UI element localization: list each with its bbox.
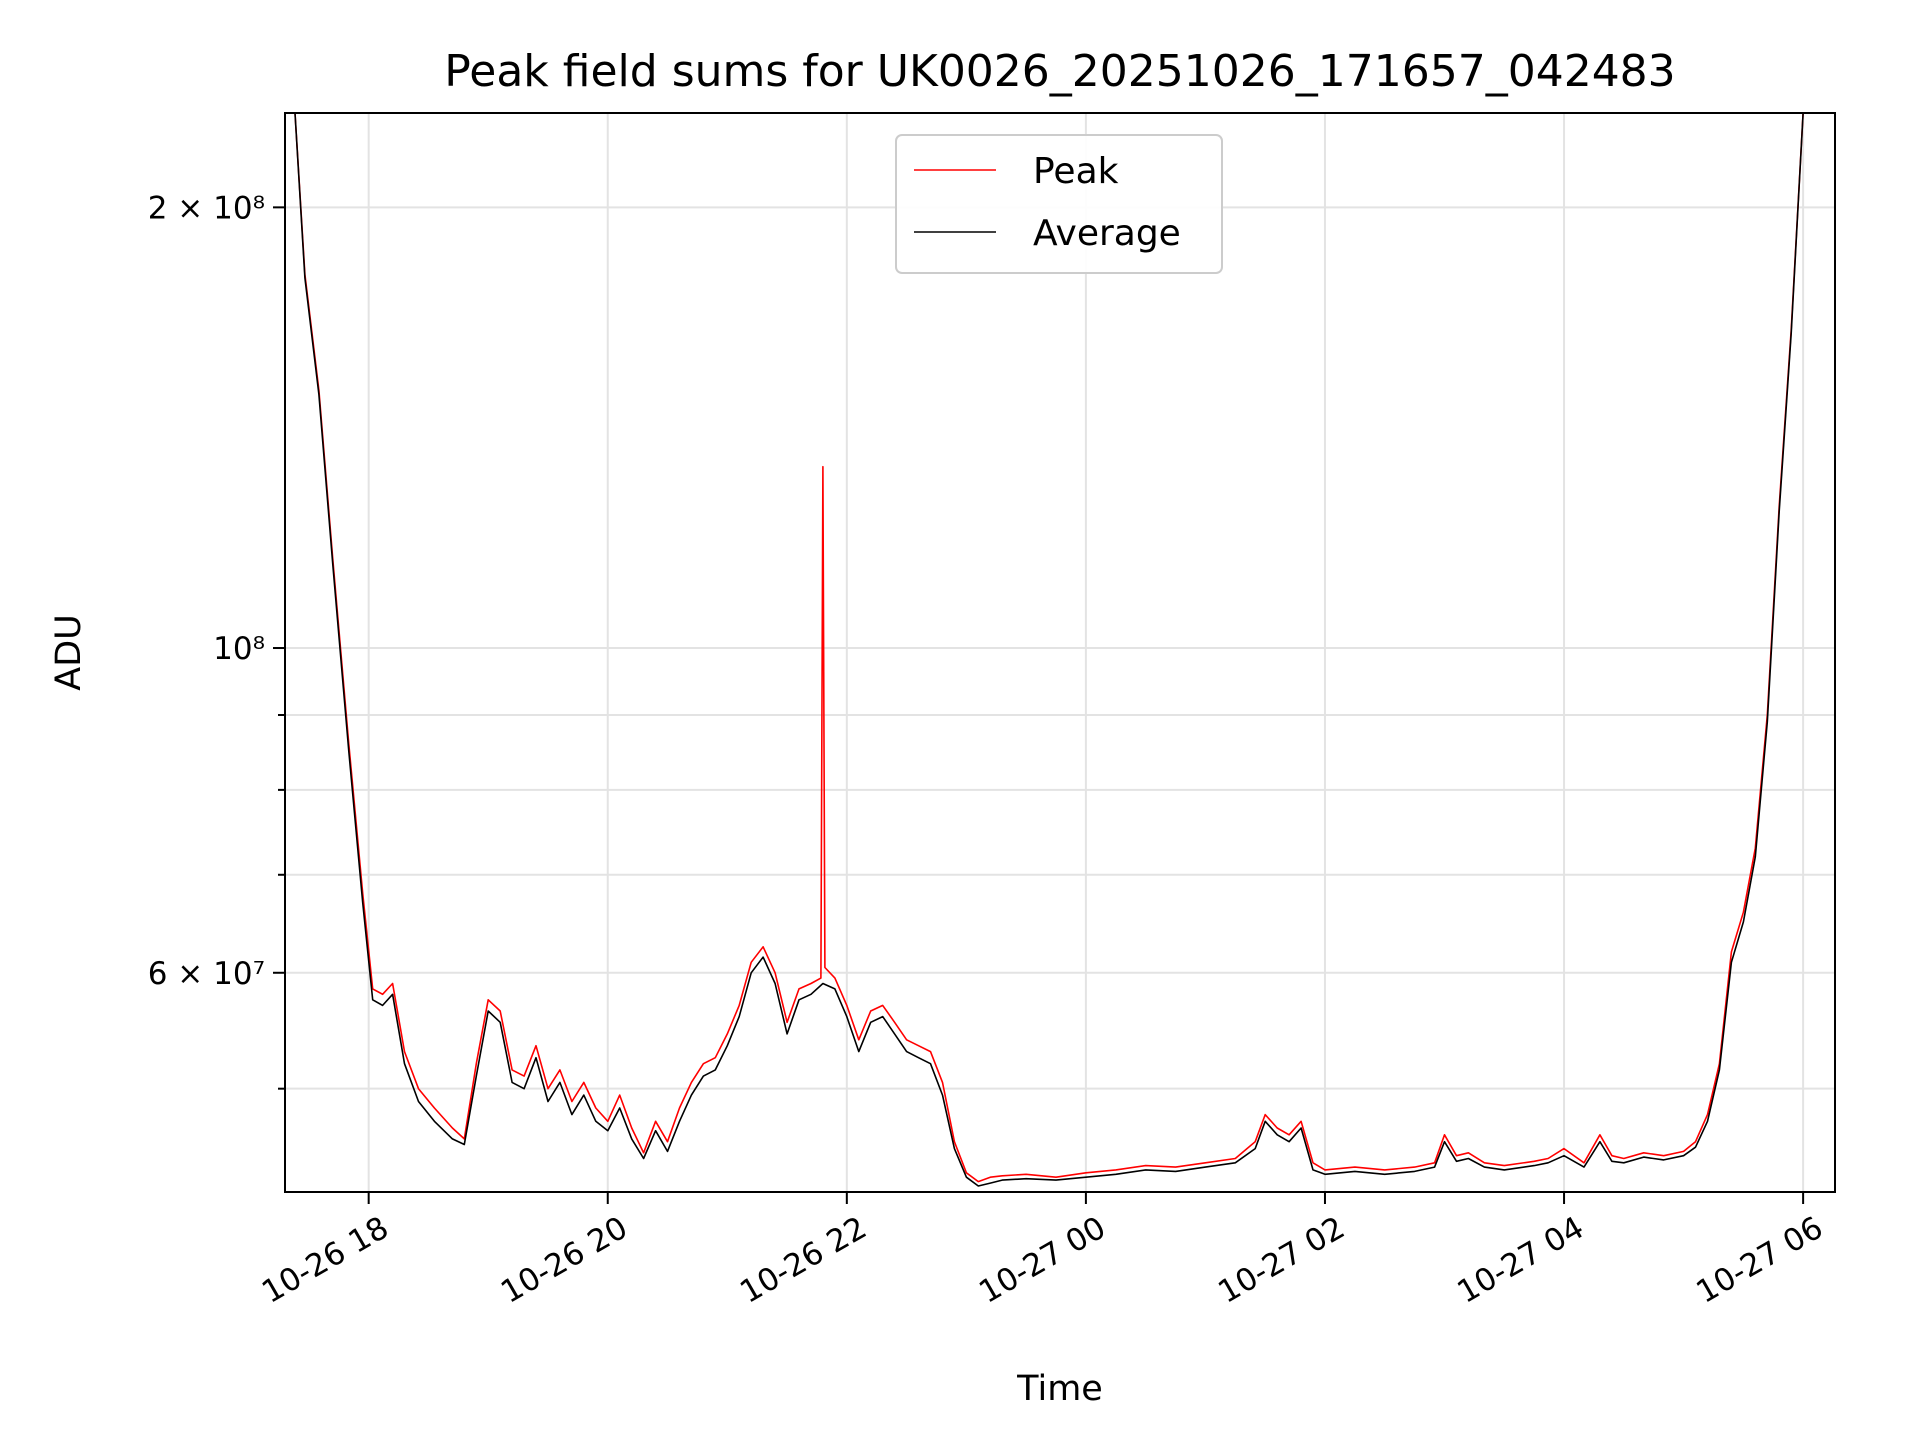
plot-series [294,113,1804,1187]
y-tick-label: 2 × 10⁸ [148,190,265,226]
series-line-peak [294,113,1804,1183]
y-tick-label: 10⁸ [213,631,265,667]
y-axis-label: ADU [49,614,89,691]
legend: Peak Average [895,134,1223,274]
legend-label-peak: Peak [1033,151,1119,192]
plot-frame [284,112,1836,1193]
legend-label-average: Average [1033,213,1181,254]
series-line-average [294,113,1804,1187]
grid [285,113,1835,1192]
y-tick-label: 6 × 10⁷ [148,956,265,992]
x-axis-label: Time [1016,1369,1103,1409]
chart-title: Peak field sums for UK0026_20251026_1716… [444,46,1675,97]
